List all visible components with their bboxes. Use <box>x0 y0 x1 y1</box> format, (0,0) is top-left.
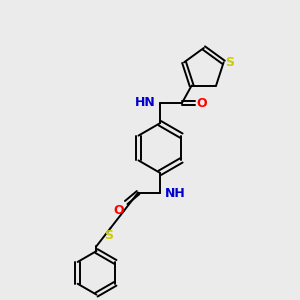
Text: HN: HN <box>135 96 156 109</box>
Text: S: S <box>226 56 235 69</box>
Text: O: O <box>196 97 207 110</box>
Text: S: S <box>104 229 113 242</box>
Text: NH: NH <box>165 187 186 200</box>
Text: O: O <box>114 205 124 218</box>
